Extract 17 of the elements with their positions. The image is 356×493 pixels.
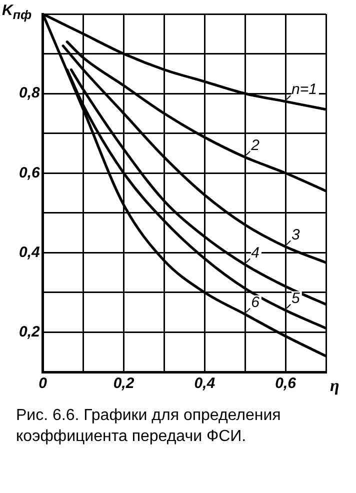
legend-label: 6 <box>251 294 260 311</box>
text: Рис. 6.6. Графики для определения коэффициента передачи ФСИ. <box>16 406 282 447</box>
legend-label: 4 <box>251 244 260 262</box>
y-tick-label: 0,4 <box>18 244 40 261</box>
y-tick-label: 0,6 <box>18 164 40 182</box>
x-axis-title: η <box>330 376 340 395</box>
legend-label: 2 <box>250 136 260 154</box>
x-tick-label: 0,4 <box>194 375 216 392</box>
y-axis-title: K$_{пф}$ <box>2 2 32 22</box>
legend-label: 5 <box>292 290 301 308</box>
legend-label: 3 <box>292 226 301 244</box>
x-tick-label: 0,2 <box>113 375 135 392</box>
x-tick-label: 0 <box>38 375 48 392</box>
x-tick-label: 0,6 <box>275 375 297 392</box>
legend-label: n=1 <box>292 81 318 98</box>
y-tick-label: 0,8 <box>18 84 40 102</box>
y-tick-label: 0,2 <box>18 323 40 340</box>
